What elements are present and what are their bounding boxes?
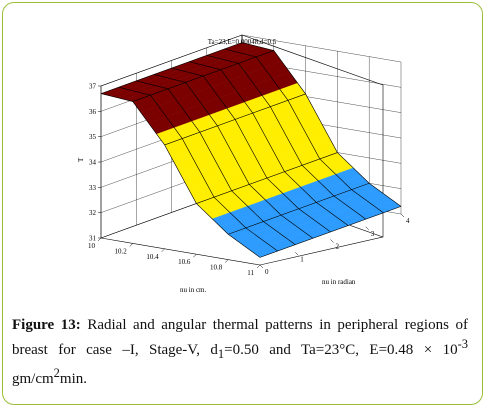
z-tick-label: 36 xyxy=(89,108,97,116)
caption-sup-1: -3 xyxy=(457,337,468,351)
surface-mesh-line xyxy=(259,206,402,258)
surface-mesh-line xyxy=(136,80,296,245)
chart-title: Ta=23,E=0.00048,d=0.5 xyxy=(208,38,277,46)
figure-caption: Figure 13: Radial and angular thermal pa… xyxy=(12,316,468,389)
caption-sub-1: 1 xyxy=(217,347,225,361)
surface-mesh-line xyxy=(153,74,314,239)
caption-text-3: gm/cm xyxy=(12,371,54,387)
z-tick-label: 33 xyxy=(89,184,97,192)
surface-mesh-line xyxy=(118,86,278,252)
caption-text-1: Radial and angular thermal patterns in p… xyxy=(12,317,468,358)
surface-mesh-line xyxy=(100,42,243,94)
surface-mesh-line xyxy=(100,93,261,258)
floor-edge-right xyxy=(259,236,384,266)
surface-mesh-line xyxy=(196,152,338,204)
caption-text-2: =0.50 and Ta=23°C, E=0.48 × 10 xyxy=(224,342,458,358)
y-tick-label: 0 xyxy=(265,268,269,276)
surface-mesh-line xyxy=(132,50,274,102)
x-tick-label: 11 xyxy=(247,269,254,277)
x-tick-label: 10.6 xyxy=(178,258,191,266)
y-tick-label: 3 xyxy=(371,230,375,238)
z-axis-label: T xyxy=(77,157,85,162)
surface-plot xyxy=(100,42,402,258)
caption-label: Figure 13: xyxy=(12,317,81,333)
x-tick-label: 10.2 xyxy=(115,247,128,255)
caption-text-4: min. xyxy=(59,371,88,387)
x-axis-label: nu in cm. xyxy=(180,286,206,294)
y-tick-label: 4 xyxy=(406,217,410,225)
floor-edge-front xyxy=(100,237,261,266)
surface-mesh-line xyxy=(171,67,331,233)
surface-mesh-line xyxy=(228,182,370,235)
y-tick-label: 2 xyxy=(336,243,340,251)
y-tick-label: 1 xyxy=(300,255,304,263)
y-axis-label: nu in radian xyxy=(322,278,356,286)
x-tick-label: 10.4 xyxy=(146,253,159,261)
z-tick-label: 31 xyxy=(89,235,97,243)
surface-mesh-line xyxy=(241,42,402,207)
x-tick-label: 10 xyxy=(88,242,96,250)
z-tick-label: 32 xyxy=(89,209,97,217)
z-tick-label: 37 xyxy=(89,83,97,91)
surface-mesh-line xyxy=(206,55,366,220)
caption-sup-2: 2 xyxy=(53,366,60,380)
surface-mesh-line xyxy=(189,61,349,226)
surface-mesh-line xyxy=(164,93,306,146)
surface-mesh-line xyxy=(224,48,384,214)
z-tick-label: 34 xyxy=(89,159,97,167)
x-tick-label: 10.8 xyxy=(210,264,223,272)
z-tick-label: 35 xyxy=(89,133,97,141)
